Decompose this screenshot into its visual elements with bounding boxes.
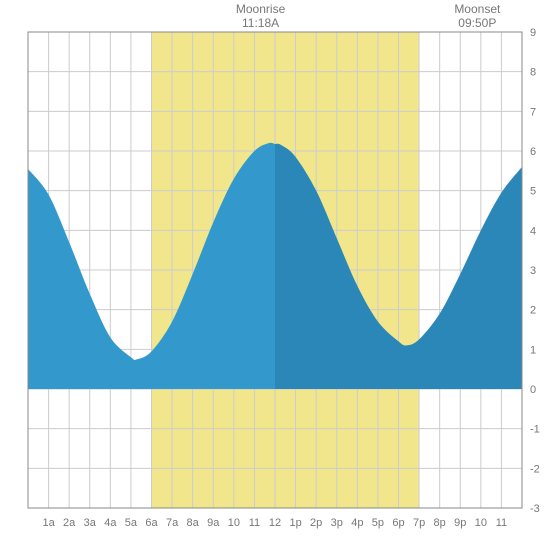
svg-text:6a: 6a (145, 517, 158, 529)
svg-text:2a: 2a (63, 517, 76, 529)
svg-text:2: 2 (530, 305, 536, 317)
svg-text:5p: 5p (372, 517, 384, 529)
svg-text:-1: -1 (530, 424, 540, 436)
svg-text:8p: 8p (434, 517, 446, 529)
svg-text:1: 1 (530, 344, 536, 356)
moonrise-label: Moonrise (231, 2, 291, 16)
svg-text:8: 8 (530, 67, 536, 79)
svg-text:10: 10 (475, 517, 487, 529)
moonset-label: Moonset (447, 2, 507, 16)
svg-text:6: 6 (530, 146, 536, 158)
svg-text:8a: 8a (187, 517, 200, 529)
svg-text:4a: 4a (104, 517, 117, 529)
svg-text:5: 5 (530, 186, 536, 198)
svg-text:7p: 7p (413, 517, 425, 529)
svg-text:4p: 4p (351, 517, 363, 529)
svg-text:1a: 1a (42, 517, 55, 529)
svg-text:3: 3 (530, 265, 536, 277)
tide-chart: Moonrise 11:18A Moonset 09:50P -3-2-1012… (0, 0, 550, 550)
svg-text:1p: 1p (289, 517, 301, 529)
svg-text:9p: 9p (454, 517, 466, 529)
moonrise-annotation: Moonrise 11:18A (231, 2, 291, 31)
svg-text:7: 7 (530, 106, 536, 118)
svg-text:11: 11 (249, 517, 260, 529)
svg-text:-2: -2 (530, 463, 540, 475)
moonset-time: 09:50P (447, 16, 507, 30)
svg-text:7a: 7a (166, 517, 179, 529)
svg-text:9a: 9a (207, 517, 220, 529)
svg-text:3p: 3p (331, 517, 343, 529)
svg-text:11: 11 (496, 517, 507, 529)
svg-text:2p: 2p (310, 517, 322, 529)
svg-text:12: 12 (269, 517, 281, 529)
svg-text:6p: 6p (392, 517, 404, 529)
chart-svg: -3-2-101234567891a2a3a4a5a6a7a8a9a101112… (0, 0, 550, 550)
svg-text:0: 0 (530, 384, 536, 396)
moonrise-time: 11:18A (231, 16, 291, 30)
moonset-annotation: Moonset 09:50P (447, 2, 507, 31)
svg-text:5a: 5a (125, 517, 138, 529)
svg-text:-3: -3 (530, 503, 540, 515)
svg-text:3a: 3a (84, 517, 97, 529)
svg-text:4: 4 (530, 225, 536, 237)
svg-text:9: 9 (530, 27, 536, 39)
svg-text:10: 10 (228, 517, 240, 529)
